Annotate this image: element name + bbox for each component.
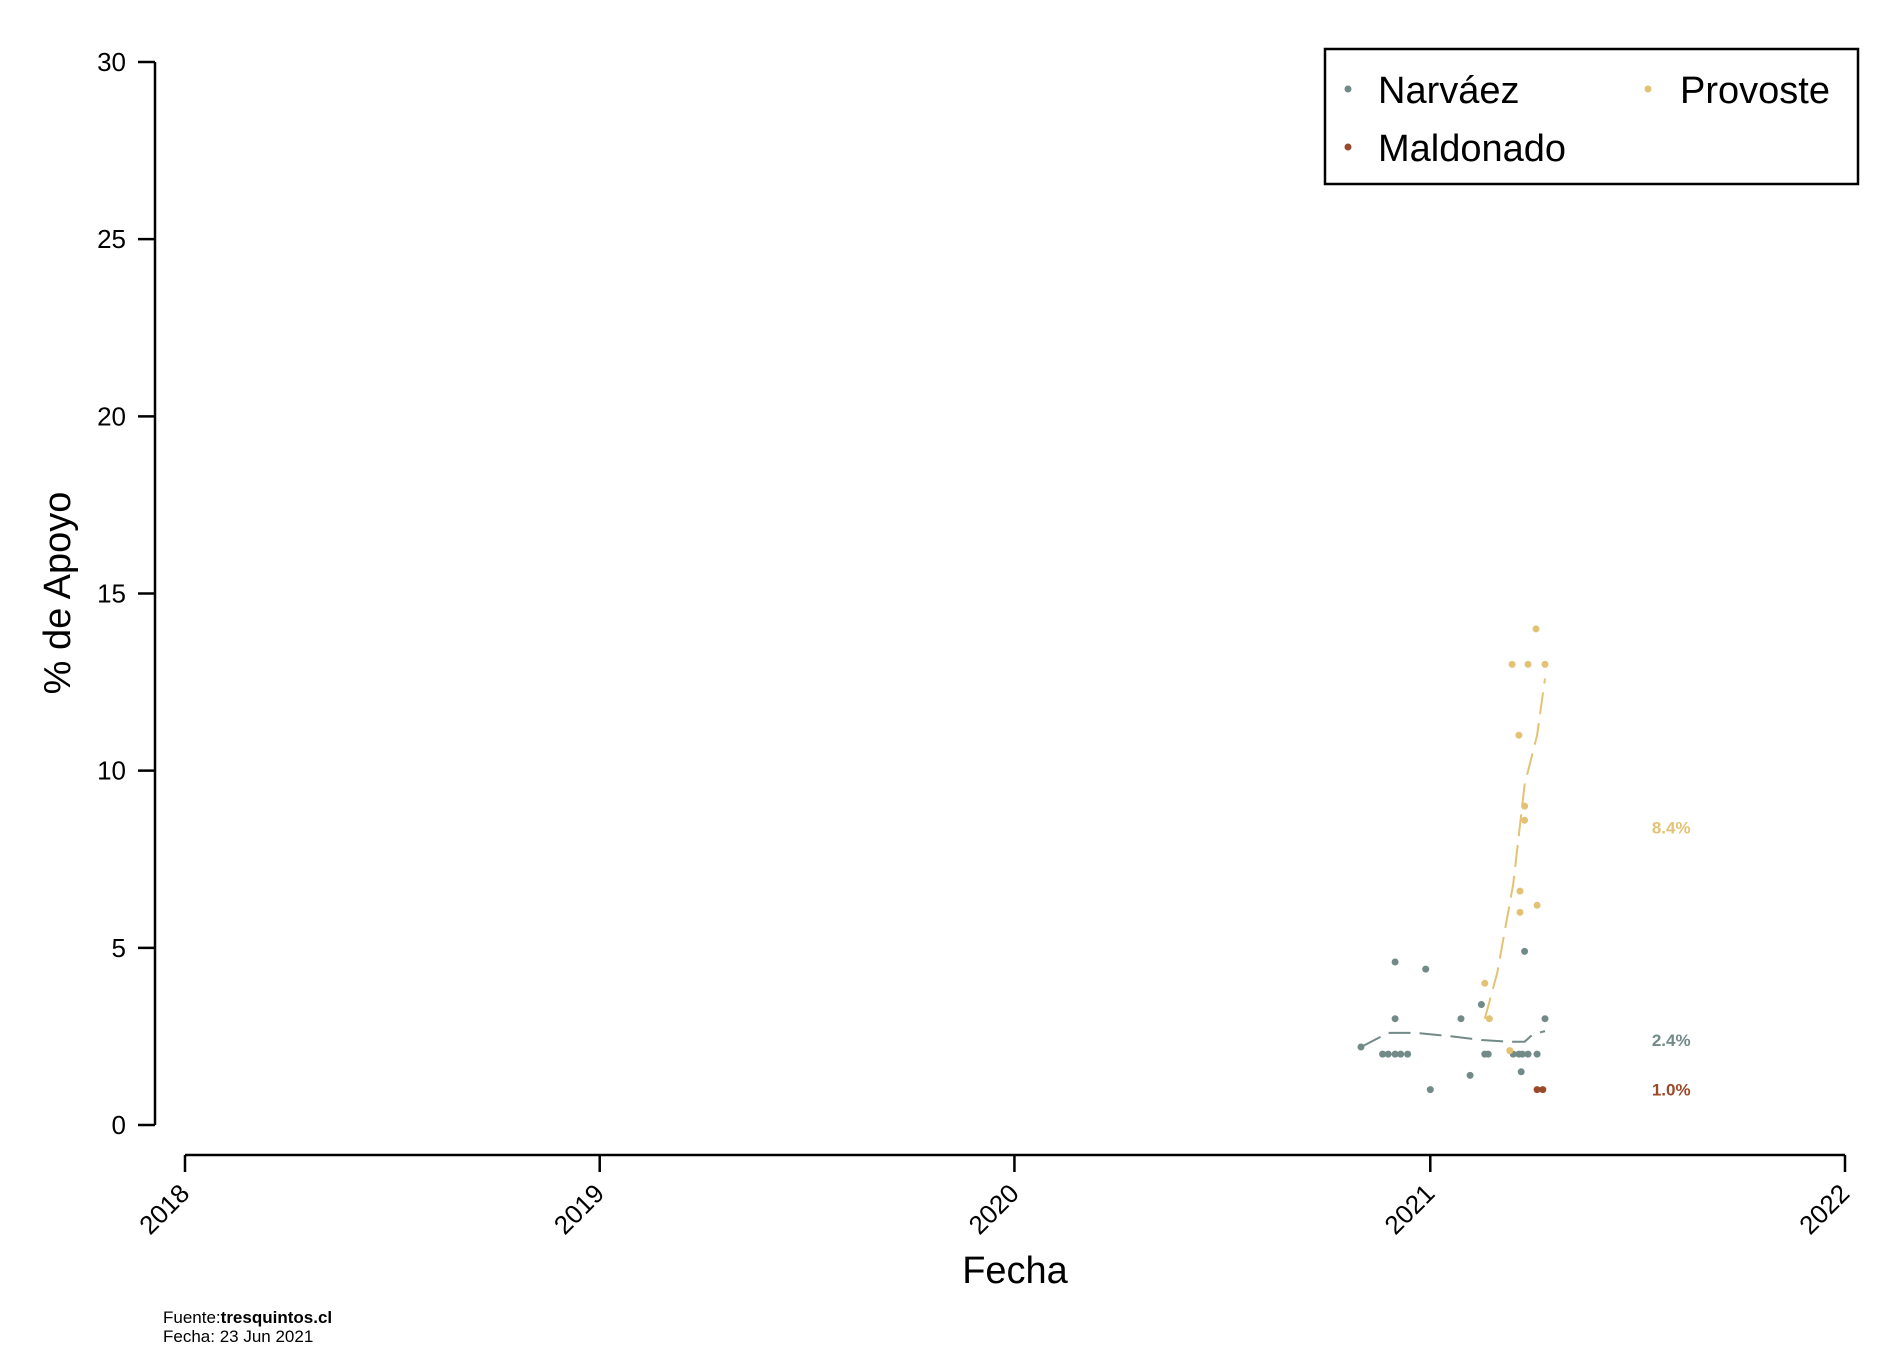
legend-marker-narvaez [1344,85,1352,93]
legend: Narváez Provoste Maldonado [1323,47,1860,186]
legend-marker-maldonado [1344,143,1352,151]
point-provoste-11 [1533,901,1541,909]
point-provoste-8 [1521,816,1529,824]
point-narvaez-2 [1384,1050,1392,1058]
end-label-narvaez: 2.4% [1652,1031,1691,1050]
point-narvaez-20 [1524,1050,1532,1058]
point-narvaez-22 [1541,1015,1549,1023]
point-narvaez-9 [1426,1086,1434,1094]
point-provoste-1 [1485,1015,1493,1023]
x-tick-label-2021: 2021 [1378,1178,1440,1240]
y-tick-label-15: 15 [97,579,126,609]
y-tick-label-0: 0 [112,1110,126,1140]
point-narvaez-0 [1357,1043,1365,1051]
legend-entry-maldonado: Maldonado [1344,128,1566,170]
point-provoste-9 [1524,660,1532,668]
trend-line-provoste [1483,678,1546,1019]
y-tick-label-5: 5 [112,933,126,963]
legend-entry-provoste: Provoste [1644,70,1830,112]
point-provoste-7 [1521,802,1529,810]
point-maldonado-0 [1533,1086,1541,1094]
data-points [1357,625,1549,1094]
y-tick-label-30: 30 [97,47,126,77]
point-provoste-12 [1541,660,1549,668]
point-provoste-2 [1506,1047,1514,1055]
legend-entry-narvaez: Narváez [1344,70,1520,112]
y-tick-label-10: 10 [97,756,126,786]
end-label-maldonado: 1.0% [1652,1081,1691,1100]
point-narvaez-3 [1391,958,1399,966]
y-tick-label-20: 20 [97,401,126,431]
point-narvaez-8 [1422,965,1430,973]
y-axis: 0 5 10 15 20 25 30 [97,47,157,1140]
point-narvaez-17 [1517,1068,1525,1076]
source-prefix: Fuente: [163,1308,221,1327]
source-name: tresquintos.cl [220,1308,333,1327]
trend-line-narvaez [1360,1030,1546,1048]
legend-box [1323,47,1860,186]
point-narvaez-11 [1466,1071,1474,1079]
point-provoste-4 [1515,731,1523,739]
point-provoste-10 [1532,625,1540,633]
x-tick-label-2019: 2019 [548,1178,610,1240]
point-narvaez-10 [1457,1015,1465,1023]
legend-label-provoste: Provoste [1680,70,1830,112]
point-narvaez-19 [1521,947,1529,955]
end-label-provoste: 8.4% [1652,818,1691,837]
point-narvaez-5 [1391,1050,1399,1058]
x-axis-title: Fecha [962,1250,1068,1292]
x-tick-label-2022: 2022 [1793,1178,1855,1240]
legend-label-narvaez: Narváez [1378,70,1520,112]
y-axis-title: % de Apoyo [37,492,79,695]
trend-lines [1360,678,1546,1048]
point-provoste-3 [1508,660,1516,668]
point-provoste-0 [1481,979,1489,987]
point-narvaez-18 [1518,1050,1526,1058]
x-tick-label-2020: 2020 [963,1178,1025,1240]
legend-label-maldonado: Maldonado [1378,128,1566,170]
end-labels: 2.4% 8.4% 1.0% [1652,818,1691,1099]
point-narvaez-4 [1391,1015,1399,1023]
point-narvaez-12 [1477,1001,1485,1008]
footer-date: Fecha: 23 Jun 2021 [163,1327,314,1346]
legend-marker-provoste [1644,85,1652,93]
point-narvaez-7 [1404,1050,1412,1058]
point-narvaez-21 [1533,1050,1541,1058]
point-narvaez-14 [1484,1050,1492,1058]
point-maldonado-1 [1539,1086,1547,1094]
y-tick-label-25: 25 [97,224,126,254]
point-narvaez-6 [1397,1050,1405,1058]
point-narvaez-1 [1379,1050,1387,1058]
x-axis: 2018 2019 2020 2021 2022 [133,1153,1855,1240]
point-provoste-5 [1516,887,1524,895]
x-tick-label-2018: 2018 [133,1178,195,1240]
footer-source: Fuente:tresquintos.cl [163,1308,332,1328]
point-provoste-6 [1516,908,1524,916]
